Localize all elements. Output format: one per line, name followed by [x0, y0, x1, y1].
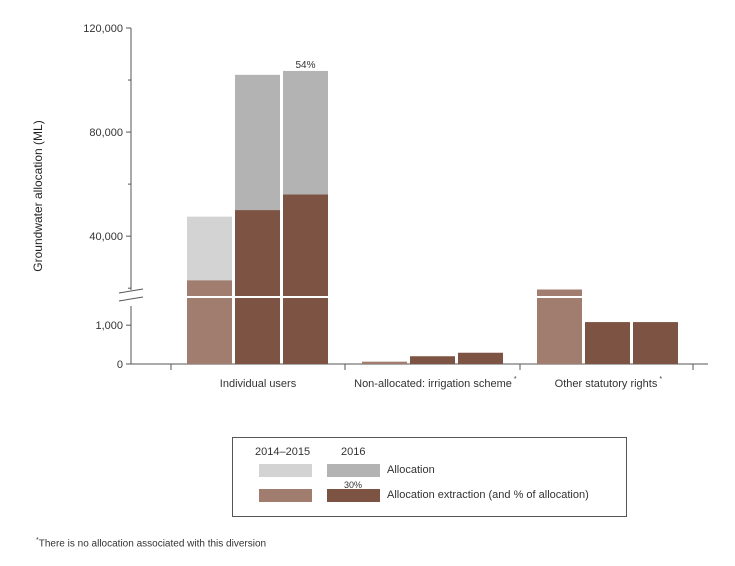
- legend-swatch-extraction-2016: [327, 489, 380, 502]
- y-tick-label: 40,000: [89, 231, 123, 243]
- bar-extr-2016: [633, 322, 678, 364]
- footnote: *There is no allocation associated with …: [36, 537, 266, 549]
- y-tick-label: 1,000: [95, 320, 123, 332]
- category-label: Other statutory rights: [555, 378, 658, 390]
- legend-swatch-allocation-2014: [259, 464, 312, 477]
- legend-extraction-label: Allocation extraction (and % of allocati…: [387, 489, 589, 501]
- bar-extr-2016: [235, 210, 280, 296]
- footnote-marker: *: [36, 537, 39, 544]
- category-footnote: *: [514, 376, 517, 383]
- bar-extr-2014: [362, 361, 407, 364]
- category-label: Non-allocated: irrigation scheme: [354, 378, 512, 390]
- y-axis-break-mark: [118, 288, 144, 302]
- axis-break-gap: [151, 296, 711, 298]
- y-tick-label: 0: [117, 359, 123, 371]
- legend-allocation-label: Allocation: [387, 464, 435, 476]
- bar-extr-2014-lower: [187, 298, 232, 364]
- y-tick-label: 120,000: [83, 23, 123, 35]
- bar-extr-2014: [187, 280, 232, 296]
- legend-header-2014: 2014–2015: [255, 446, 311, 458]
- legend-header-2016: 2016: [341, 446, 366, 458]
- footnote-text: There is no allocation associated with t…: [38, 538, 267, 550]
- y-axis-label: Groundwater allocation (ML): [31, 120, 45, 271]
- bar-extr-2016-lower: [235, 298, 280, 364]
- bar-extr-2016: [410, 356, 455, 364]
- groundwater-chart: 40,000 80,000 120,000 0 1,000 Groundwater all…: [31, 23, 711, 390]
- y-tick-label: 80,000: [89, 127, 123, 139]
- bar-extr-2014: [537, 289, 582, 296]
- labels: 40,000 80,000 120,000 0 1,000 Groundwater all…: [31, 23, 662, 390]
- bar-extr-2016: [283, 194, 328, 296]
- legend-swatch-extraction-2014: [259, 489, 312, 502]
- bar-data-label: 54%: [295, 60, 315, 71]
- legend-extraction-pct: 30%: [344, 480, 363, 490]
- legend-swatch-allocation-2016: [327, 464, 380, 477]
- category-label: Individual users: [220, 378, 297, 390]
- bar-extr-2014-lower: [537, 298, 582, 364]
- bar-extr-2016-lower: [283, 298, 328, 364]
- bar-extr-2016: [585, 322, 630, 364]
- bar-extr-2016: [458, 352, 503, 364]
- bars: [151, 70, 711, 364]
- category-footnote: *: [659, 376, 662, 383]
- legend: 2014–2015 2016 Allocation 30% Allocation…: [232, 437, 627, 517]
